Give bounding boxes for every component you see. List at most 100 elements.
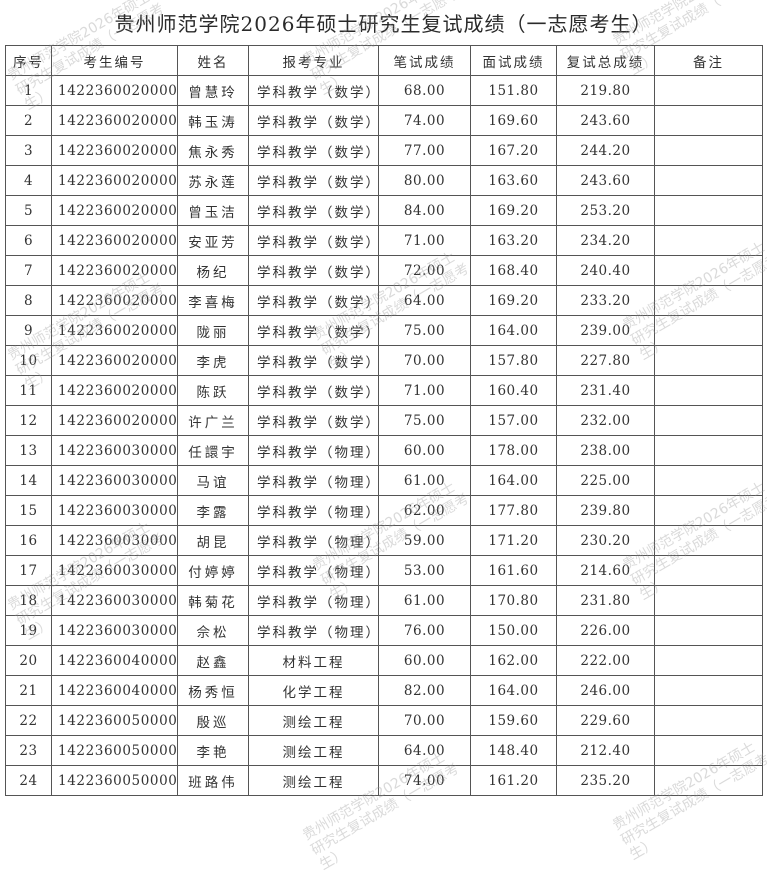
exam-id: 142236005000007 (51, 765, 178, 796)
candidate-name: 苏永莲 (177, 165, 249, 196)
header-written-score: 笔试成绩 (378, 45, 471, 76)
interview-score: 161.60 (470, 555, 557, 586)
row-seq: 7 (5, 255, 52, 286)
candidate-name: 李喜梅 (177, 285, 249, 316)
total-score: 225.00 (556, 465, 655, 496)
total-score: 226.00 (556, 615, 655, 646)
written-score: 61.00 (378, 585, 471, 616)
table-row: 10142236002000015李虎学科教学（数学）70.00157.8022… (5, 345, 763, 376)
exam-id: 142236005000006 (51, 735, 178, 766)
header-interview-score: 面试成绩 (470, 45, 557, 76)
candidate-name: 杨秀恒 (177, 675, 249, 706)
remarks (654, 75, 763, 106)
total-score: 253.20 (556, 195, 655, 226)
remarks (654, 555, 763, 586)
row-seq: 2 (5, 105, 52, 136)
remarks (654, 345, 763, 376)
exam-id: 142236003000004 (51, 465, 178, 496)
major: 测绘工程 (248, 735, 379, 766)
remarks (654, 165, 763, 196)
row-seq: 21 (5, 675, 52, 706)
total-score: 231.40 (556, 375, 655, 406)
written-score: 62.00 (378, 495, 471, 526)
header-row: 序号 考生编号 姓名 报考专业 笔试成绩 面试成绩 复试总成绩 备注 (5, 45, 763, 76)
interview-score: 168.40 (470, 255, 557, 286)
interview-score: 170.80 (470, 585, 557, 616)
total-score: 239.00 (556, 315, 655, 346)
total-score: 232.00 (556, 405, 655, 436)
interview-score: 151.80 (470, 75, 557, 106)
candidate-name: 李艳 (177, 735, 249, 766)
candidate-name: 马谊 (177, 465, 249, 496)
row-seq: 4 (5, 165, 52, 196)
candidate-name: 韩菊花 (177, 585, 249, 616)
major: 学科教学（数学） (248, 375, 379, 406)
table-row: 6142236002000011安亚芳学科教学（数学）71.00163.2023… (5, 225, 763, 256)
major: 学科教学（数学） (248, 345, 379, 376)
table-row: 4142236002000008苏永莲学科教学（数学）80.00163.6024… (5, 165, 763, 196)
total-score: 230.20 (556, 525, 655, 556)
exam-id: 142236002000007 (51, 135, 178, 166)
table-row: 7142236002000012杨纪学科教学（数学）72.00168.40240… (5, 255, 763, 286)
table-row: 14142236003000004马谊学科教学（物理）61.00164.0022… (5, 465, 763, 496)
remarks (654, 135, 763, 166)
major: 测绘工程 (248, 765, 379, 796)
major: 材料工程 (248, 645, 379, 676)
major: 学科教学（物理） (248, 585, 379, 616)
written-score: 80.00 (378, 165, 471, 196)
written-score: 75.00 (378, 405, 471, 436)
row-seq: 18 (5, 585, 52, 616)
table-row: 17142236003000014付婷婷学科教学（物理）53.00161.602… (5, 555, 763, 586)
interview-score: 178.00 (470, 435, 557, 466)
row-seq: 9 (5, 315, 52, 346)
written-score: 75.00 (378, 315, 471, 346)
written-score: 76.00 (378, 615, 471, 646)
interview-score: 167.20 (470, 135, 557, 166)
major: 学科教学（数学） (248, 195, 379, 226)
major: 学科教学（物理） (248, 615, 379, 646)
written-score: 70.00 (378, 345, 471, 376)
row-seq: 13 (5, 435, 52, 466)
candidate-name: 胡昆 (177, 525, 249, 556)
total-score: 238.00 (556, 435, 655, 466)
total-score: 244.20 (556, 135, 655, 166)
exam-id: 142236002000009 (51, 195, 178, 226)
major: 学科教学（数学） (248, 135, 379, 166)
row-seq: 11 (5, 375, 52, 406)
major: 学科教学（物理） (248, 435, 379, 466)
interview-score: 159.60 (470, 705, 557, 736)
row-seq: 3 (5, 135, 52, 166)
candidate-name: 殷巡 (177, 705, 249, 736)
candidate-name: 李露 (177, 495, 249, 526)
written-score: 59.00 (378, 525, 471, 556)
interview-score: 161.20 (470, 765, 557, 796)
written-score: 84.00 (378, 195, 471, 226)
exam-id: 142236003000022 (51, 615, 178, 646)
major: 学科教学（数学） (248, 255, 379, 286)
candidate-name: 付婷婷 (177, 555, 249, 586)
major: 化学工程 (248, 675, 379, 706)
remarks (654, 405, 763, 436)
exam-id: 142236003000014 (51, 555, 178, 586)
remarks (654, 705, 763, 736)
total-score: 235.20 (556, 765, 655, 796)
row-seq: 5 (5, 195, 52, 226)
row-seq: 20 (5, 645, 52, 676)
total-score: 240.40 (556, 255, 655, 286)
candidate-name: 佘松 (177, 615, 249, 646)
exam-id: 142236003000012 (51, 525, 178, 556)
remarks (654, 255, 763, 286)
exam-id: 142236005000005 (51, 705, 178, 736)
written-score: 53.00 (378, 555, 471, 586)
row-seq: 16 (5, 525, 52, 556)
major: 学科教学（物理） (248, 495, 379, 526)
exam-id: 142236002000025 (51, 405, 178, 436)
candidate-name: 韩玉涛 (177, 105, 249, 136)
written-score: 61.00 (378, 465, 471, 496)
major: 学科教学（数学） (248, 105, 379, 136)
total-score: 227.80 (556, 345, 655, 376)
header-exam-id: 考生编号 (51, 45, 178, 76)
exam-id: 142236002000008 (51, 165, 178, 196)
remarks (654, 585, 763, 616)
